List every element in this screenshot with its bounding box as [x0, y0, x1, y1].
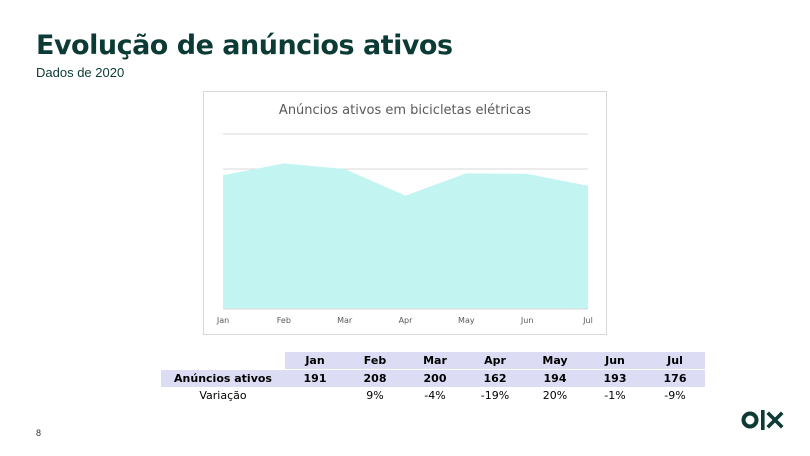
table-header-cell: Mar — [405, 352, 465, 370]
table-cell: 194 — [525, 369, 585, 387]
table-cell: -19% — [465, 387, 525, 404]
x-tick-label: Jan — [216, 316, 229, 325]
table-cell: 200 — [405, 369, 465, 387]
data-table: Jan Feb Mar Apr May Jun Jul Anúncios ati… — [161, 352, 705, 404]
table-cell: 208 — [345, 369, 405, 387]
chart-plot: Jan Feb Mar Apr May Jun Jul — [216, 133, 593, 325]
table-cell: 20% — [525, 387, 585, 404]
chart-title: Anúncios ativos em bicicletas elétricas — [278, 103, 532, 118]
table-header-cell: Apr — [465, 352, 525, 370]
table-cell: 193 — [585, 369, 645, 387]
table-cell: -4% — [405, 387, 465, 404]
row-label: Anúncios ativos — [161, 369, 285, 387]
table-cell — [285, 387, 345, 404]
table-header-cell: Jun — [585, 352, 645, 370]
area-chart: Anúncios ativos em bicicletas elétricas … — [203, 91, 607, 335]
x-tick-label: May — [458, 316, 475, 325]
x-tick-label: Apr — [399, 316, 414, 325]
row-label: Variação — [161, 387, 285, 404]
table-header-empty — [161, 352, 285, 370]
table-cell: 162 — [465, 369, 525, 387]
table-cell: -1% — [585, 387, 645, 404]
table-cell: 191 — [285, 369, 345, 387]
table-header-cell: Feb — [345, 352, 405, 370]
table-cell: -9% — [645, 387, 705, 404]
page-number: 8 — [36, 428, 42, 438]
page-title: Evolução de anúncios ativos — [36, 30, 453, 61]
x-tick-label: Jun — [520, 316, 534, 325]
olx-logo — [741, 410, 784, 430]
x-tick-label: Feb — [277, 316, 291, 325]
x-tick-label: Jul — [582, 316, 593, 325]
table-cell: 176 — [645, 369, 705, 387]
page-subtitle: Dados de 2020 — [36, 65, 125, 80]
x-tick-label: Mar — [337, 316, 353, 325]
table-row-active-ads: Anúncios ativos 191 208 200 162 194 193 … — [161, 369, 705, 387]
table-header-row: Jan Feb Mar Apr May Jun Jul — [161, 352, 705, 370]
table-header-cell: Jul — [645, 352, 705, 370]
table-header-cell: Jan — [285, 352, 345, 370]
table-cell: 9% — [345, 387, 405, 404]
table-header-cell: May — [525, 352, 585, 370]
table-row-variation: Variação 9% -4% -19% 20% -1% -9% — [161, 387, 705, 404]
area-series — [223, 163, 588, 309]
